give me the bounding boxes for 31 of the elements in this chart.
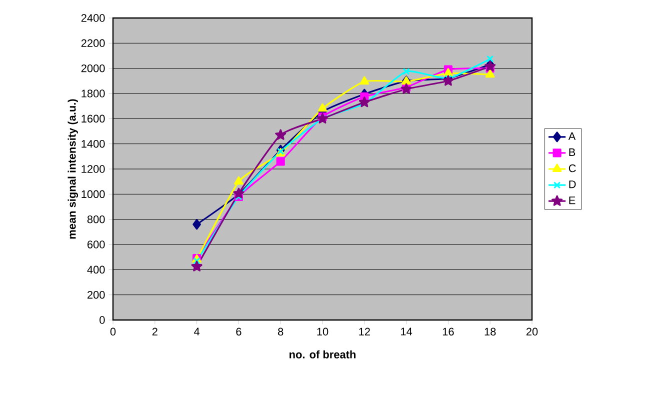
legend-label: B (569, 148, 576, 156)
legend-label: A (568, 132, 576, 140)
x-tick-label: 20 (526, 328, 538, 336)
x-tick-label: 12 (359, 328, 370, 336)
x-tick-label: 18 (484, 328, 496, 336)
x-tick-label: 8 (278, 328, 284, 336)
y-tick-label: 0 (100, 316, 105, 324)
y-tick-label: 2400 (81, 14, 105, 22)
legend-label: E (569, 196, 576, 204)
x-tick-label: 6 (236, 328, 242, 336)
y-tick-label: 400 (87, 266, 105, 274)
x-tick-label: 2 (152, 328, 158, 336)
y-axis-title: mean signal intensity (a.u.) (68, 99, 78, 239)
y-tick-label: 1400 (82, 140, 105, 148)
y-tick-label: 600 (88, 240, 105, 248)
x-axis-title: no. of breath (290, 350, 356, 358)
x-tick-label: 10 (317, 328, 328, 336)
x-tick-label: 0 (110, 328, 116, 336)
y-tick-label: 200 (87, 290, 105, 299)
x-tick-label: 14 (401, 328, 412, 336)
y-tick-label: 1000 (82, 190, 105, 198)
y-tick-label: 1800 (82, 90, 105, 98)
y-tick-label: 800 (87, 215, 105, 224)
x-tick-label: 4 (194, 328, 200, 336)
y-tick-label: 1200 (82, 165, 105, 173)
x-tick-label: 16 (442, 328, 454, 336)
y-tick-label: 2200 (81, 39, 105, 48)
legend-label: D (569, 180, 576, 188)
y-tick-label: 1600 (82, 114, 105, 123)
legend-label: C (568, 164, 576, 172)
y-tick-label: 2000 (81, 64, 105, 72)
